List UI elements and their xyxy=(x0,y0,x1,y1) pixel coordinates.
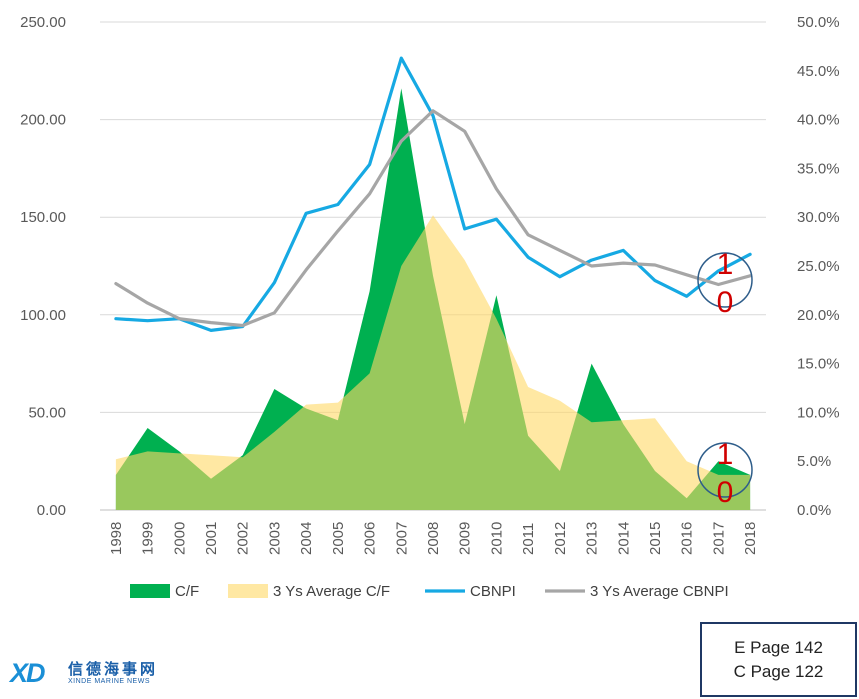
x-tick-label: 1998 xyxy=(108,522,125,555)
left-tick-label: 100.00 xyxy=(20,307,66,324)
x-tick-label: 1999 xyxy=(140,522,157,555)
right-tick-label: 50.0% xyxy=(797,14,840,31)
legend-label-3-ys-average-cbnpi: 3 Ys Average CBNPI xyxy=(590,583,729,600)
legend-swatch-c-f xyxy=(130,584,170,598)
right-tick-label: 45.0% xyxy=(797,63,840,80)
x-tick-label: 2005 xyxy=(330,522,347,555)
line-3-ys-average-cbnpi xyxy=(114,109,752,328)
logo-mark: XD xyxy=(10,658,45,688)
right-tick-label: 10.0% xyxy=(797,404,840,421)
area-3-ys-average-c-f xyxy=(115,215,751,510)
x-tick-label: 2008 xyxy=(425,522,442,555)
annotation-text: 1 xyxy=(717,248,734,281)
legend-label-c-f: C/F xyxy=(175,583,199,600)
left-tick-label: 50.00 xyxy=(28,404,66,421)
annotation-text: 1 xyxy=(717,438,734,471)
x-tick-label: 2017 xyxy=(710,522,727,555)
right-tick-label: 15.0% xyxy=(797,356,840,373)
right-tick-label: 0.0% xyxy=(797,502,831,519)
page-reference-box: E Page 142 C Page 122 xyxy=(700,622,857,697)
legend: C/F 3 Ys Average C/F CBNPI 3 Ys Average CBN… xyxy=(130,583,729,600)
left-tick-label: 150.00 xyxy=(20,209,66,226)
annotation-circle xyxy=(697,442,753,498)
right-tick-label: 40.0% xyxy=(797,112,840,129)
left-tick-label: 250.00 xyxy=(20,14,66,31)
annotation-text: 0 xyxy=(717,286,734,319)
x-tick-label: 2000 xyxy=(171,522,188,555)
right-axis-ticks: 0.0% 5.0% 10.0% 15.0% 20.0% 25.0% 30.0% 35.0% 40… xyxy=(797,14,840,519)
x-tick-label: 2018 xyxy=(742,522,759,555)
left-tick-label: 0.00 xyxy=(37,502,66,519)
x-tick-label: 2013 xyxy=(584,522,601,555)
right-tick-label: 25.0% xyxy=(797,258,840,275)
x-tick-label: 2002 xyxy=(235,522,252,555)
x-tick-label: 2009 xyxy=(457,522,474,555)
right-tick-label: 20.0% xyxy=(797,307,840,324)
english-page-ref: E Page 142 xyxy=(734,637,823,657)
x-tick-label: 2012 xyxy=(552,522,569,555)
right-tick-label: 35.0% xyxy=(797,160,840,177)
annotation-circle xyxy=(697,252,753,308)
xinde-logo: XD 信德海事网 XINDE MARINE NEWS xyxy=(10,656,160,692)
area-series xyxy=(115,88,751,511)
x-tick-label: 2014 xyxy=(615,522,632,555)
annotation-text: 0 xyxy=(717,476,734,509)
x-tick-label: 2006 xyxy=(362,522,379,555)
x-tick-label: 2001 xyxy=(203,522,220,555)
x-axis-ticks: 1998 1999 2000 2001 2002 2003 2004 2005 2006 2007… xyxy=(108,522,759,555)
logo-english-text: XINDE MARINE NEWS xyxy=(68,678,151,685)
right-tick-label: 30.0% xyxy=(797,209,840,226)
right-tick-label: 5.0% xyxy=(797,453,831,470)
x-tick-label: 2004 xyxy=(298,522,315,555)
left-axis-ticks: 0.00 50.00 100.00 150.00 200.00 250.00 xyxy=(20,14,66,519)
legend-swatch-3-ys-average-c-f xyxy=(228,584,268,598)
annotations: 1 0 1 0 xyxy=(697,248,753,509)
line-series xyxy=(114,56,752,332)
x-tick-label: 2011 xyxy=(520,523,537,555)
chinese-page-ref: C Page 122 xyxy=(733,661,824,681)
x-tick-label: 2015 xyxy=(647,522,664,555)
left-tick-label: 200.00 xyxy=(20,112,66,129)
legend-label-3-ys-average-c-f: 3 Ys Average C/F xyxy=(273,583,390,600)
line-cbnpi xyxy=(114,56,752,332)
x-tick-label: 2016 xyxy=(679,522,696,555)
x-tick-label: 2007 xyxy=(393,522,410,555)
legend-label-cbnpi: CBNPI xyxy=(470,583,516,600)
logo-chinese-text: 信德海事网 xyxy=(68,660,159,678)
x-tick-label: 2010 xyxy=(488,522,505,555)
x-tick-label: 2003 xyxy=(266,522,283,555)
